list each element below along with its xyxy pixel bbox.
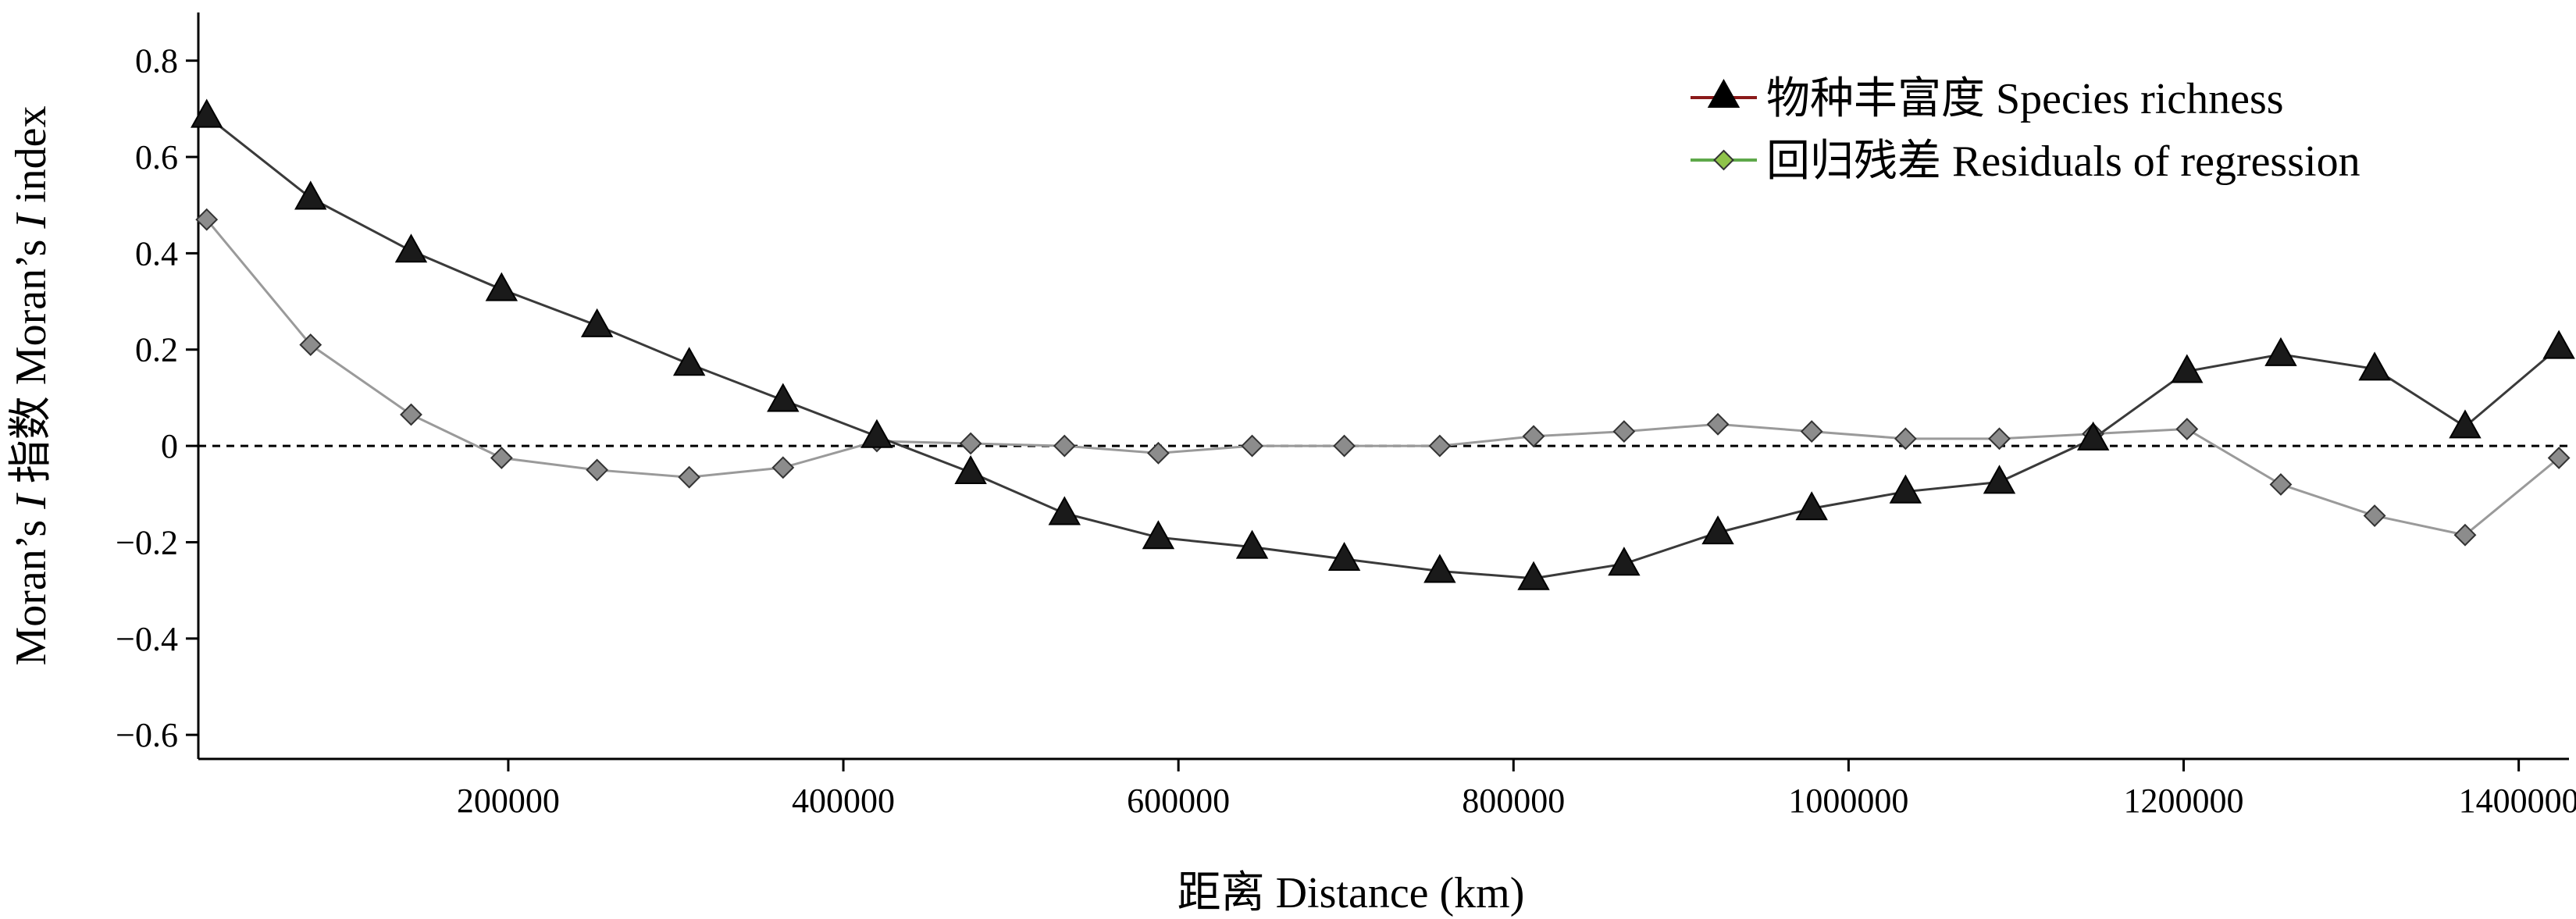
y-tick-label: 0.6	[135, 138, 178, 176]
legend-swatch-marker	[1707, 78, 1740, 108]
data-point	[2453, 523, 2477, 547]
data-point	[1142, 520, 1175, 550]
y-tick-label: 0	[161, 427, 178, 465]
x-tick-label: 1000000	[1788, 782, 1908, 820]
data-point	[2542, 329, 2575, 359]
data-point	[2449, 409, 2482, 439]
data-point	[1241, 434, 1263, 458]
y-axis-label-part: index	[7, 105, 55, 213]
data-point	[2175, 418, 2199, 440]
data-point	[2269, 473, 2293, 496]
data-point	[1147, 441, 1170, 465]
series-line	[205, 219, 2560, 536]
data-point	[1706, 412, 1730, 436]
data-point	[2363, 504, 2386, 527]
data-point	[394, 233, 428, 263]
data-point	[1988, 427, 2011, 451]
data-point	[400, 403, 422, 426]
y-axis-label: Moran’s I 指数 Moran’s I index	[7, 105, 55, 665]
data-point	[1235, 529, 1269, 559]
data-point	[672, 347, 706, 376]
legend-swatch-marker	[1713, 149, 1734, 171]
data-point	[191, 98, 223, 128]
data-point	[1423, 554, 1456, 583]
data-point	[1612, 420, 1636, 443]
data-point	[959, 432, 982, 455]
y-axis-label-part: Moran’s	[7, 509, 55, 666]
data-point	[954, 454, 987, 485]
data-point	[1795, 491, 1828, 521]
series-residuals	[195, 208, 2571, 547]
data-point	[1522, 425, 1545, 448]
legend-label: 回归残差 Residuals of regression	[1766, 137, 2360, 186]
x-axis-ticks: 200000 400000 600000 800000 1000000 1200000 14…	[457, 759, 2576, 820]
x-tick-label: 800000	[1462, 782, 1565, 820]
y-tick-label: −0.6	[116, 716, 178, 754]
data-point	[2076, 421, 2110, 451]
data-point	[1428, 434, 1452, 458]
data-point	[586, 458, 609, 482]
data-point	[2547, 447, 2571, 469]
data-point	[767, 383, 800, 412]
y-tick-label: 0.4	[135, 234, 178, 272]
y-axis-ticks: 0.8 0.6 0.4 0.2 0 −0.2 −0.4 −0.6	[116, 42, 198, 754]
data-point	[195, 208, 219, 231]
data-point	[580, 308, 614, 337]
data-point	[1894, 427, 1917, 451]
axes	[197, 12, 2569, 760]
x-tick-label: 600000	[1127, 782, 1230, 820]
data-point	[1053, 434, 1076, 458]
series-species-richness	[191, 98, 2575, 590]
data-point	[1800, 420, 1823, 443]
y-tick-label: −0.2	[116, 523, 178, 561]
series-layer	[191, 98, 2575, 590]
x-axis-label: 距离 Distance (km)	[1178, 869, 1525, 917]
y-axis-label-part: I	[7, 212, 55, 230]
data-point	[294, 180, 327, 210]
data-point	[678, 465, 701, 489]
data-point	[2358, 351, 2391, 381]
data-point	[1333, 434, 1356, 458]
y-axis-label-part: I	[7, 493, 55, 510]
data-point	[490, 447, 513, 469]
data-point	[2264, 337, 2297, 366]
x-tick-label: 1200000	[2124, 782, 2244, 820]
data-point	[1517, 561, 1550, 590]
legend-label: 物种丰富度 Species richness	[1766, 75, 2284, 123]
x-tick-label: 400000	[792, 782, 895, 820]
data-point	[2171, 354, 2204, 383]
data-point	[771, 456, 795, 479]
data-point	[1701, 515, 1734, 545]
x-tick-label: 200000	[457, 782, 560, 820]
y-tick-label: 0.2	[135, 331, 178, 369]
data-point	[299, 333, 322, 356]
data-point	[1327, 541, 1361, 572]
data-point	[860, 419, 893, 448]
data-point	[1983, 465, 2016, 494]
data-point	[485, 272, 518, 301]
data-point	[1889, 474, 1922, 504]
x-tick-label: 1400000	[2459, 782, 2576, 820]
data-point	[1048, 496, 1081, 525]
y-tick-label: 0.8	[135, 42, 178, 80]
y-tick-label: −0.4	[116, 620, 178, 658]
y-axis-label-part: 指数 Moran’s	[7, 229, 55, 495]
data-point	[1608, 547, 1641, 576]
legend: 物种丰富度 Species richness 回归残差 Residuals of …	[1691, 75, 2360, 186]
